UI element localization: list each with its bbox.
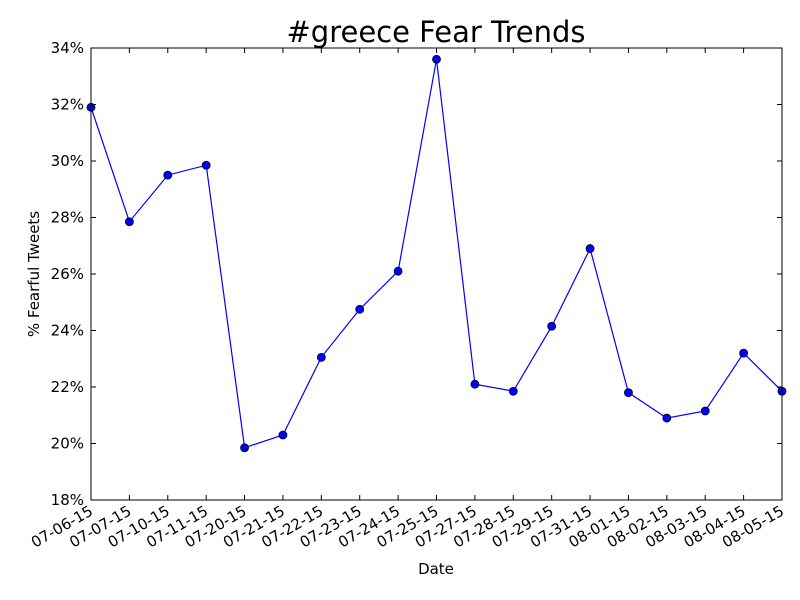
plot-frame [90,47,783,501]
y-tick-label: 18% [51,491,84,509]
y-tick-label: 30% [51,152,84,170]
data-point [124,217,134,227]
data-point [355,304,365,314]
data-point [508,386,518,396]
plot-area [86,54,787,453]
data-point [547,321,557,331]
data-point [240,443,249,453]
y-tick-label: 24% [51,322,84,340]
data-point [393,266,403,276]
data-point [316,352,326,362]
data-point [278,430,288,440]
y-axis-label: % Fearful Tweets [25,211,43,337]
data-point [585,244,595,253]
y-tick-label: 28% [51,209,84,227]
data-point [739,348,749,358]
y-tick-label: 26% [51,265,84,283]
data-point [432,54,441,64]
y-axis: 18% 20% 22% 24% 26% 28% 30% 32% 34% [51,39,782,509]
x-axis: 07-06-1507-07-1507-10-1507-11-1507-20-15… [28,48,787,552]
data-point [700,406,710,416]
data-point [624,388,633,398]
data-point [662,413,672,423]
data-point [201,160,211,170]
y-tick-label: 20% [51,435,84,453]
data-point [470,379,480,389]
y-tick-label: 22% [51,378,84,396]
data-point [163,170,173,180]
series-line [90,59,783,449]
y-tick-label: 34% [51,39,84,57]
chart-title: #greece Fear Trends [286,15,585,49]
y-tick-label: 32% [51,96,84,114]
x-axis-label: Date [418,560,454,578]
